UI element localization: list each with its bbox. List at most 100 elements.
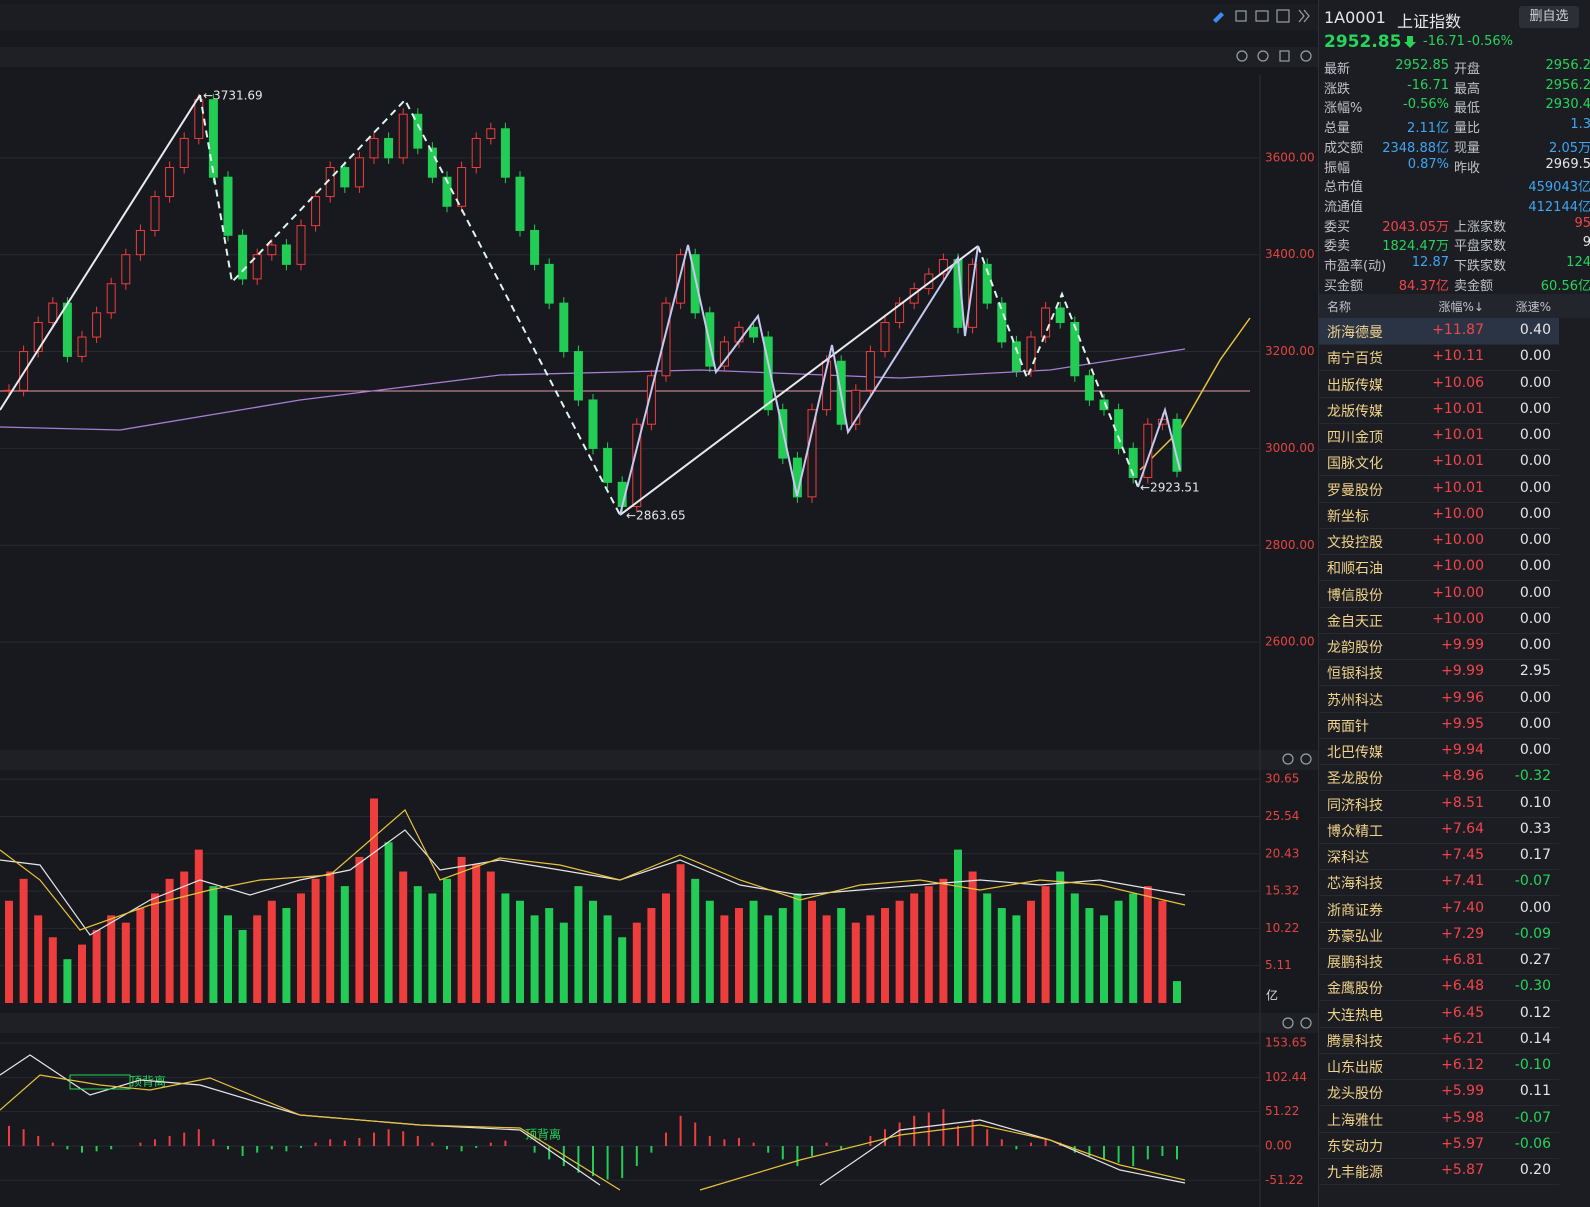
y-tick-label: 15.32: [1265, 884, 1299, 898]
stock-name[interactable]: 新坐标: [1327, 508, 1369, 525]
macd-dea: [0, 1074, 1186, 1191]
speed-pct: -0.32: [1514, 768, 1551, 785]
change-pct: +10.06: [1432, 374, 1484, 391]
stock-name[interactable]: 浙商证券: [1327, 902, 1383, 919]
candle: [1084, 375, 1094, 401]
stock-name[interactable]: 罗曼股份: [1327, 482, 1383, 499]
stock-name[interactable]: 龙版传媒: [1327, 403, 1383, 420]
value: -16.71: [1407, 77, 1449, 93]
stock-name[interactable]: 上海雅仕: [1327, 1112, 1383, 1129]
volume-ma: [0, 809, 1186, 931]
stock-name[interactable]: 龙韵股份: [1327, 640, 1383, 656]
volume-bar: [1100, 915, 1108, 1003]
volume-bar: [574, 886, 583, 1003]
volume-bar: [19, 878, 28, 1003]
candle: [646, 375, 656, 425]
change-pct: +5.99: [1441, 1083, 1484, 1100]
header[interactable]: 名称: [1327, 300, 1352, 314]
stock-name[interactable]: 展鹏科技: [1327, 955, 1383, 971]
candle: [223, 176, 233, 236]
value: 12.87: [1411, 255, 1449, 270]
candle: [267, 244, 277, 256]
volume-bar: [676, 864, 685, 1003]
stock-name[interactable]: 文投控股: [1327, 535, 1383, 551]
change-pct: +11.87: [1432, 322, 1484, 338]
volume-bar: [1173, 981, 1181, 1003]
y-tick-label: 30.65: [1265, 772, 1299, 786]
stock-name[interactable]: 圣龙股份: [1327, 771, 1383, 788]
stock-name[interactable]: 大连热电: [1327, 1007, 1383, 1024]
stock-name[interactable]: 腾景科技: [1327, 1033, 1383, 1050]
stock-name[interactable]: 东安动力: [1327, 1138, 1383, 1155]
change-pct: +7.40: [1441, 899, 1484, 916]
candle: [208, 99, 218, 178]
candle: [749, 326, 759, 338]
stock-name[interactable]: 龙头股份: [1327, 1086, 1383, 1103]
button[interactable]: 删自选: [1519, 6, 1579, 28]
candle: [135, 229, 145, 256]
candle: [471, 137, 481, 169]
stock-name[interactable]: 恒银科技: [1327, 666, 1383, 683]
background: [0, 0, 1318, 1207]
volume-bar: [851, 922, 860, 1003]
stock-name[interactable]: 和顺石油: [1327, 561, 1383, 578]
y-tick-label: 10.22: [1265, 921, 1299, 935]
change-pct: +10.00: [1432, 558, 1484, 575]
stock-name[interactable]: 南宁百货: [1327, 351, 1383, 368]
volume-bar: [501, 893, 510, 1003]
y-tick-label: 0.00: [1265, 1138, 1292, 1152]
header[interactable]: 涨幅%↓: [1438, 300, 1484, 314]
row-highlight[interactable]: [1319, 318, 1559, 344]
stock-name[interactable]: 芯海科技: [1327, 876, 1383, 893]
volume-bar: [48, 937, 57, 1003]
stock-name[interactable]: 金鹰股份: [1327, 981, 1383, 998]
volume-bar: [997, 908, 1006, 1003]
speed-pct: 0.11: [1519, 1083, 1551, 1100]
y-tick-label: 20.43: [1265, 846, 1299, 860]
value: 412144亿: [1528, 199, 1590, 215]
stock-name[interactable]: 国脉文化: [1327, 456, 1383, 473]
value: 2956.2: [1545, 58, 1590, 73]
label: 总市值: [1324, 180, 1364, 196]
stock-name[interactable]: 金自天正: [1327, 613, 1383, 630]
value: 2969.5: [1545, 156, 1590, 172]
value: 2956.2: [1545, 77, 1590, 93]
stock-name[interactable]: 两面针: [1327, 718, 1369, 735]
stock-name[interactable]: 北巴传媒: [1327, 745, 1383, 761]
label: 最新: [1324, 62, 1351, 77]
stock-name[interactable]: 九丰能源: [1327, 1165, 1383, 1181]
price-annotation: ←3731.69: [203, 89, 263, 103]
stock-name[interactable]: 同济科技: [1327, 797, 1383, 814]
volume-bar: [457, 856, 466, 1003]
volume-bar: [1114, 900, 1123, 1003]
stock-name[interactable]: 浙海德曼: [1327, 325, 1383, 341]
header[interactable]: 涨速%: [1515, 300, 1551, 314]
volume-bar: [632, 922, 641, 1003]
stock-name[interactable]: 苏豪弘业: [1327, 928, 1383, 945]
stock-name[interactable]: 四川金顶: [1327, 430, 1383, 446]
volume-bar: [1158, 900, 1167, 1003]
volume-bar: [662, 893, 670, 1003]
label: 现量: [1454, 140, 1481, 156]
volume-ma: [0, 829, 1186, 936]
volume-bar: [311, 878, 320, 1003]
value: 2.05万: [1549, 140, 1590, 156]
speed-pct: 0.00: [1519, 532, 1551, 548]
candle: [851, 389, 861, 425]
stock-name[interactable]: 博众精工: [1327, 823, 1383, 840]
stock-name[interactable]: 苏州科达: [1327, 692, 1383, 709]
y-tick-label: -51.22: [1265, 1173, 1304, 1187]
value: 95: [1574, 215, 1590, 231]
stock-name[interactable]: 博信股份: [1327, 587, 1383, 604]
draw-icon[interactable]: [1213, 12, 1224, 23]
volume-bar: [253, 915, 262, 1003]
stock-name[interactable]: 出版传媒: [1327, 377, 1383, 394]
candle: [48, 302, 58, 323]
stock-name[interactable]: 山东出版: [1327, 1060, 1383, 1076]
volume-bar: [705, 900, 714, 1003]
candle: [661, 302, 671, 377]
toolbar-icons[interactable]: [1235, 9, 1312, 1029]
stock-name[interactable]: 深科达: [1327, 850, 1369, 866]
change-pct: +6.48: [1441, 978, 1484, 995]
